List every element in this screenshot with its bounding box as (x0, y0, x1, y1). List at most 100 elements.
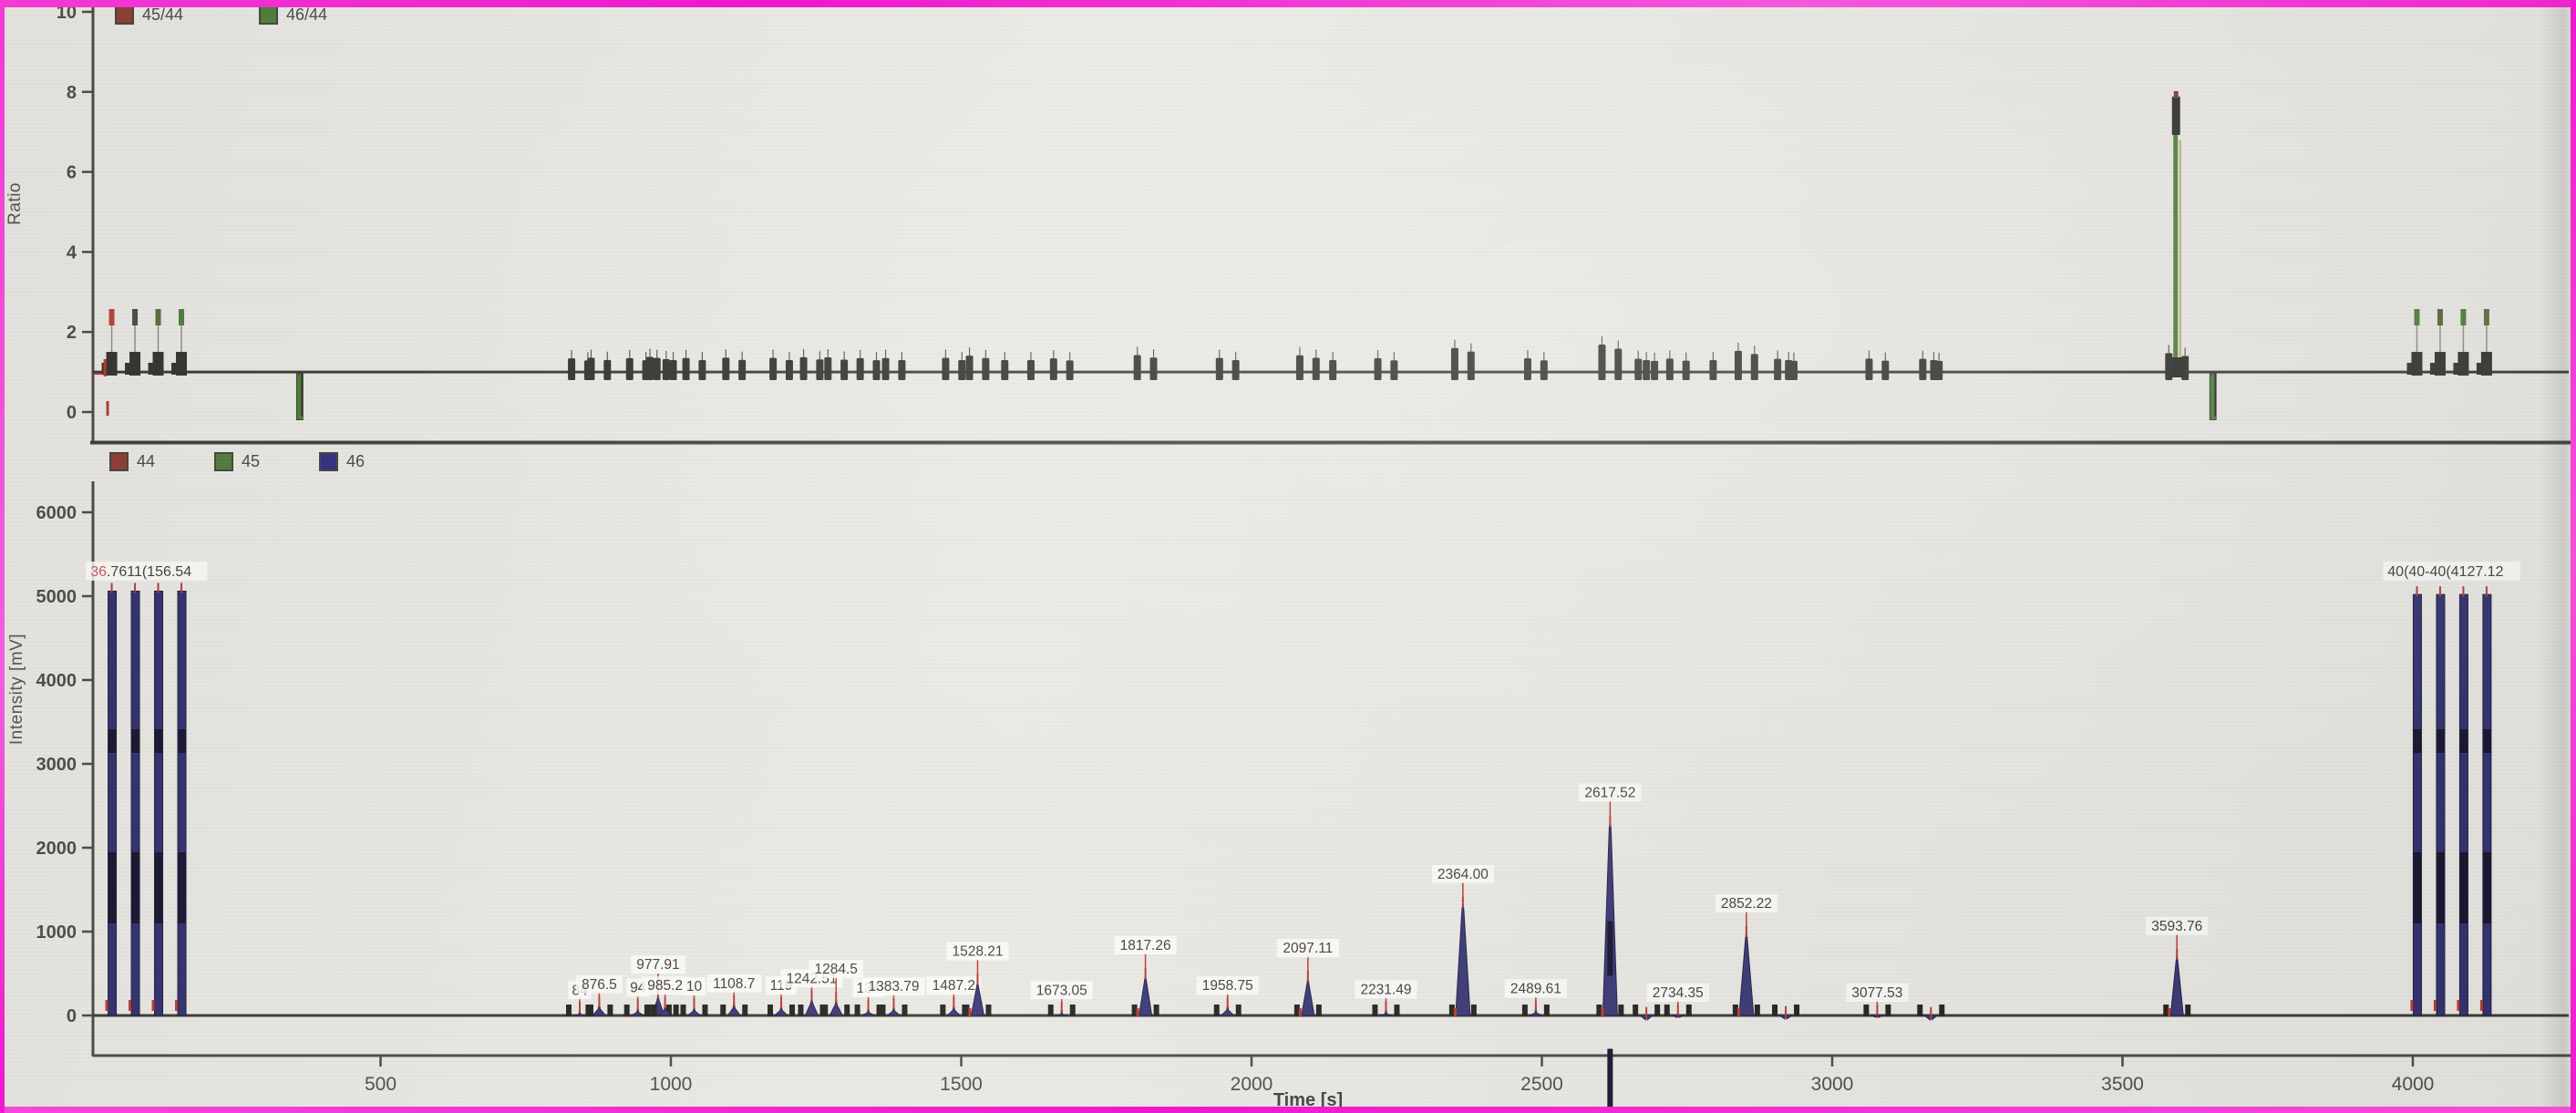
ratio-bump (1634, 358, 1643, 380)
time-axis-title: Time [s] (1273, 1090, 1344, 1110)
peak-label: 2489.61 (1510, 981, 1561, 996)
peak-label-bg (575, 974, 623, 994)
ratio-bump (958, 359, 966, 380)
peak-label-bg (1030, 981, 1093, 1000)
peak-label: 876.5 (582, 977, 617, 993)
ratio-bump (698, 360, 706, 380)
peak-base-marker (1153, 1005, 1159, 1016)
legend-label-45: 45 (242, 452, 261, 470)
peak-base-red (1736, 1008, 1740, 1016)
ratio-y-tick-label: 10 (57, 3, 77, 23)
legend-item-46-44: 46/44 (259, 5, 327, 25)
peak-base-marker (720, 1005, 726, 1016)
ref-pulse-band (131, 852, 140, 923)
peak-base-marker (1372, 1005, 1378, 1016)
ratio-bump (1374, 358, 1382, 380)
peak-label-bg (1114, 936, 1177, 954)
ref-ratio-cap (2460, 309, 2467, 325)
time-x-tick-label: 2000 (1231, 1074, 1273, 1095)
ratio-bump (603, 359, 612, 380)
ref-pulse-bar (108, 590, 118, 1016)
peak-label-bg (926, 976, 982, 995)
ref-pulse-band (108, 729, 117, 753)
ref-pulse-bar (2482, 593, 2492, 1016)
peak-base-marker (1521, 1005, 1528, 1016)
peak-base-red (1298, 1008, 1302, 1016)
peak-base-marker (1213, 1005, 1220, 1016)
ratio-bump (722, 357, 730, 380)
peak-base-marker (565, 1005, 572, 1016)
ratio-bump (1682, 360, 1690, 380)
peak-label: 2617.52 (1584, 786, 1635, 801)
peak-base-marker (1448, 1005, 1455, 1016)
ref-ratio-cap (2437, 309, 2443, 325)
peak-label: 977.91 (636, 957, 679, 973)
peak-base-marker (1863, 1005, 1870, 1016)
ref-ratio-cap (108, 309, 115, 325)
ref-ratio-cap (2414, 309, 2420, 325)
time-x-tick-label: 3500 (2101, 1074, 2144, 1095)
ref-ratio-cap (179, 309, 185, 325)
ref-pulse-red-base (2479, 1000, 2483, 1011)
ratio-axis-title: Ratio (5, 182, 25, 225)
legend-label-44: 44 (137, 452, 156, 470)
peak-base-red (1453, 1008, 1457, 1016)
ref-pulse-band (154, 852, 163, 923)
ratio-bump (1750, 354, 1758, 380)
ref-ratio-blob (152, 352, 164, 376)
legend-swatch-44 (109, 452, 129, 471)
intensity-y-tick-label: 4000 (36, 671, 77, 691)
ratio-bump (1651, 360, 1659, 380)
ref-ratio-step (2406, 363, 2413, 375)
peak-base-marker (1633, 1005, 1639, 1016)
peak-label-bg (1431, 864, 1494, 883)
sample-peak (2169, 953, 2184, 1016)
ratio-bump (816, 359, 824, 380)
ref-pulse-bar (2436, 593, 2446, 1016)
peak-label-bg (631, 955, 685, 974)
ref-ratio-blob (2458, 352, 2469, 376)
ratio-bump (1295, 355, 1303, 380)
intensity-y-tick-label: 6000 (36, 503, 77, 523)
ref-pulse-label: 36.7611(156.54 (90, 564, 191, 580)
sample-peak-band (1607, 1048, 1613, 1113)
ratio-spike-base (2169, 357, 2185, 377)
ratio-bump (1149, 357, 1158, 380)
ratio-spike-tip (2173, 90, 2179, 98)
peak-base-marker (1131, 1005, 1138, 1016)
ratio-y-tick-label: 4 (67, 242, 77, 263)
ref-pulse-band (2436, 729, 2445, 753)
ratio-bump (982, 357, 990, 380)
ratio-dip (2209, 373, 2217, 420)
legend-swatch-46-44 (259, 5, 278, 25)
ratio-bump (799, 356, 808, 380)
sample-peak (1602, 820, 1618, 1016)
ref-ratio-red-mark (103, 359, 107, 376)
peak-base-marker (1543, 1005, 1550, 1016)
peak-label: 3593.76 (2151, 919, 2202, 934)
ratio-bump (1215, 357, 1223, 380)
ref-ratio-blob (2434, 352, 2446, 376)
peak-base-marker (1732, 1005, 1738, 1016)
ref-pulse-band (2482, 729, 2491, 753)
peak-label: 2734.35 (1653, 985, 1704, 1001)
peak-base-red (1601, 1008, 1604, 1016)
intensity-y-tick-label: 1000 (36, 922, 77, 943)
peak-base-marker (963, 1005, 970, 1016)
ratio-bump (1049, 358, 1057, 380)
peak-label: 1487.2 (933, 978, 975, 994)
ref-label-bg (2383, 562, 2521, 581)
ratio-bump (1774, 358, 1782, 380)
ratio-bump (1001, 360, 1009, 380)
ref-ratio-step (2476, 363, 2482, 375)
ref-pulse-label: 40(40-40(4127.12 (2387, 564, 2503, 580)
peak-label: 2852.22 (1721, 896, 1772, 912)
peak-base-marker (1470, 1005, 1477, 1016)
peak-base-red (1136, 1008, 1139, 1016)
ref-ratio-blob (129, 352, 141, 376)
ref-pulse-band (2413, 852, 2422, 923)
peak-base-marker (651, 1005, 657, 1016)
ratio-bump (1329, 360, 1337, 380)
peak-base-marker (789, 1005, 796, 1016)
